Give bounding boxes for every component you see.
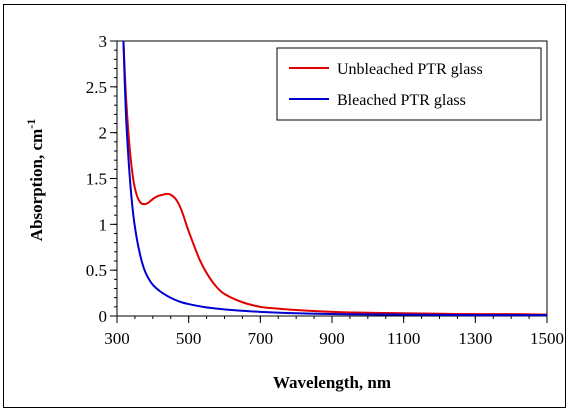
x-tick-label: 300 bbox=[104, 329, 130, 348]
x-axis-title: Wavelength, nm bbox=[273, 373, 391, 392]
series-line-unbleached bbox=[122, 40, 548, 316]
y-tick-label: 2 bbox=[99, 124, 108, 143]
x-tick-label: 700 bbox=[248, 329, 274, 348]
x-tick-label: 1300 bbox=[458, 329, 492, 348]
legend: Unbleached PTR glass Bleached PTR glass bbox=[276, 47, 542, 121]
y-tick-label: 1 bbox=[99, 215, 108, 234]
y-axis-title-superscript: -1 bbox=[24, 119, 38, 129]
series-line-bleached bbox=[122, 40, 547, 317]
y-tick-label: 3 bbox=[99, 32, 108, 51]
y-axis-title-main: Absorption, cm bbox=[27, 129, 46, 241]
x-tick-label: 1500 bbox=[530, 329, 564, 348]
x-tick-label: 500 bbox=[176, 329, 202, 348]
x-tick-label: 1100 bbox=[387, 329, 420, 348]
absorption-chart: 0 0.5 1 1.5 2 2.5 3 300 500 700 900 1100 1300 1500 Ab… bbox=[24, 32, 564, 392]
legend-box bbox=[276, 47, 542, 121]
y-tick-label: 0 bbox=[99, 307, 108, 326]
x-tick-label: 900 bbox=[319, 329, 345, 348]
legend-label-bleached: Bleached PTR glass bbox=[337, 92, 466, 109]
y-axis-title: Absorption, cm-1 bbox=[24, 119, 46, 241]
y-tick-label: 1.5 bbox=[86, 170, 107, 189]
chart-frame: 0 0.5 1 1.5 2 2.5 3 300 500 700 900 1100 1300 1500 Ab… bbox=[3, 4, 566, 408]
y-tick-label: 0.5 bbox=[86, 261, 107, 280]
y-tick-label: 2.5 bbox=[86, 78, 107, 97]
legend-label-unbleached: Unbleached PTR glass bbox=[337, 61, 483, 78]
